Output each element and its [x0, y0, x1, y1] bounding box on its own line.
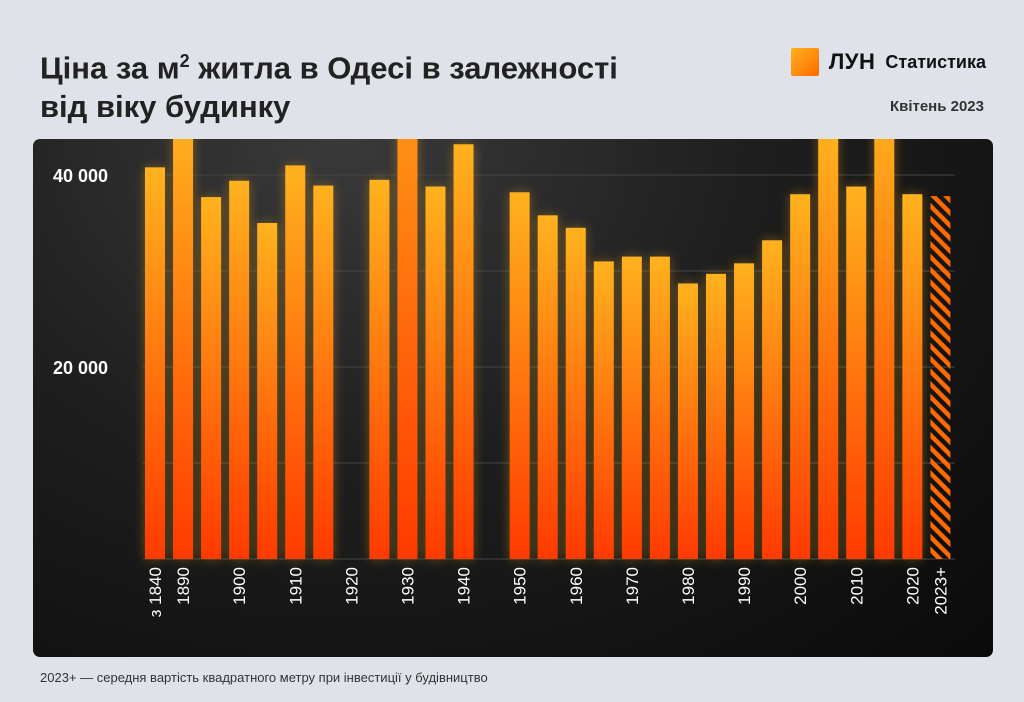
brand: ЛУН Статистика — [790, 48, 986, 76]
bar — [621, 256, 642, 559]
x-tick-label: з 1840 — [146, 567, 165, 617]
y-tick-label: 40 000 — [53, 166, 108, 186]
bar — [874, 139, 895, 559]
x-tick-label: 1950 — [511, 567, 530, 605]
brand-name: ЛУН — [828, 49, 876, 74]
x-tick-label: 2010 — [847, 567, 866, 605]
bar — [201, 197, 222, 559]
bar — [649, 256, 670, 559]
bar — [257, 223, 278, 559]
x-tick-label: 2023+ — [931, 567, 950, 615]
bar — [902, 194, 923, 559]
x-tick-label: 2020 — [903, 567, 922, 605]
bar — [397, 139, 418, 559]
x-tick-label: 1940 — [455, 567, 474, 605]
bar — [145, 167, 165, 559]
bar — [734, 263, 755, 559]
x-tick-label: 1910 — [286, 567, 305, 605]
bars — [145, 139, 951, 560]
bar — [537, 215, 558, 559]
brand-subtitle: Статистика — [885, 51, 986, 72]
bar — [425, 186, 446, 559]
x-tick-label: 1930 — [398, 567, 417, 605]
bar — [677, 283, 698, 559]
x-tick-label: 1970 — [623, 567, 642, 605]
bar — [593, 261, 614, 559]
x-axis-labels: з 1840 1890 1900 1910 1920 1930 1940 1950 1960 19… — [146, 567, 950, 617]
bar — [229, 180, 250, 559]
title-superscript: 2 — [179, 51, 190, 71]
bar-hatched — [930, 196, 951, 559]
x-tick-label: 1890 — [174, 567, 193, 605]
orange-square-logo-icon — [790, 48, 819, 76]
bar — [818, 139, 839, 559]
bar — [509, 192, 530, 559]
title-text-part2: житла в Одесі в залежності — [189, 50, 618, 86]
y-tick-label: 20 000 — [53, 358, 108, 378]
bar — [762, 240, 783, 559]
bar — [790, 194, 811, 559]
footnote: 2023+ — середня вартість квадратного мет… — [40, 670, 488, 685]
x-tick-label: 2000 — [791, 567, 810, 605]
x-tick-label: 1900 — [230, 567, 249, 605]
title-text-line2: від віку будинку — [40, 89, 291, 125]
x-tick-label: 1980 — [679, 567, 698, 605]
x-tick-label: 1920 — [342, 567, 361, 605]
page-title: Ціна за м2 житла в Одесі в залежності ві… — [40, 42, 740, 126]
bar — [173, 139, 194, 559]
bar — [369, 179, 390, 560]
bar — [565, 227, 586, 560]
bar — [453, 144, 474, 559]
title-text-part1: Ціна за м — [40, 50, 180, 86]
x-tick-label: 1960 — [567, 567, 586, 605]
bar — [706, 273, 726, 559]
report-date: Квітень 2023 — [889, 98, 984, 115]
bar — [313, 185, 334, 559]
bar — [846, 186, 867, 559]
x-tick-label: 1990 — [735, 567, 754, 605]
bar — [285, 165, 306, 559]
